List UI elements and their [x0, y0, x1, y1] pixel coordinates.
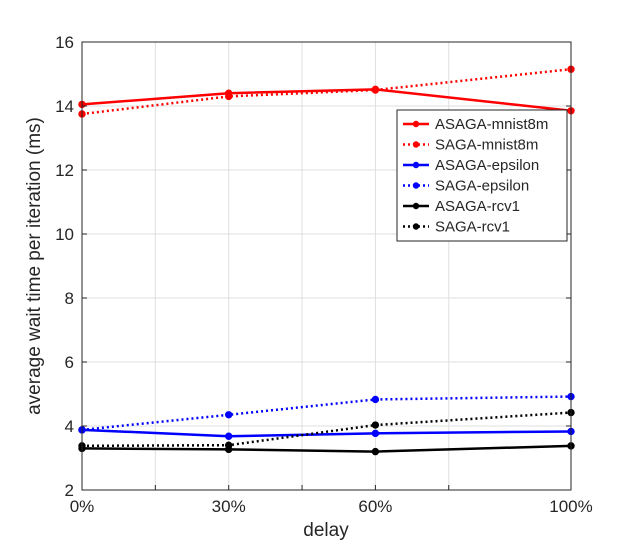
- legend-label-saga-mnist8m: SAGA-mnist8m: [435, 137, 538, 154]
- y-tick-label: 4: [65, 417, 74, 436]
- legend: ASAGA-mnist8m SAGA-mnist8m ASAGA-epsilon SA…: [396, 109, 568, 242]
- x-tick-label: 0%: [70, 497, 95, 516]
- series-line-saga-mnist8m: [81, 67, 572, 116]
- y-tick-label: 12: [55, 161, 74, 180]
- data-point-saga-epsilon: [225, 411, 233, 419]
- legend-label-asaga-mnist8m: ASAGA-mnist8m: [435, 116, 548, 133]
- legend-label-saga-rcv1: SAGA-rcv1: [435, 219, 510, 236]
- plot-frame: [81, 41, 572, 491]
- legend-marker-saga-epsilon: [412, 182, 420, 189]
- series-line-saga-rcv1: [81, 411, 572, 448]
- series-line-saga-epsilon: [81, 395, 572, 432]
- y-tick-label: 14: [55, 97, 74, 116]
- series-line-asaga-rcv1: [81, 444, 572, 453]
- ticks: 2 4 6 8 10 12 14 16 0% 30% 60% 100%: [55, 33, 593, 516]
- legend-label-asaga-rcv1: ASAGA-rcv1: [435, 198, 520, 215]
- legend-marker-saga-rcv1: [412, 223, 420, 230]
- data-point-asaga-epsilon: [225, 432, 233, 440]
- data-point-asaga-epsilon: [371, 429, 380, 438]
- data-point-saga-rcv1: [225, 441, 233, 449]
- series-layer: [78, 65, 575, 456]
- legend-marker-asaga-epsilon: [412, 161, 420, 169]
- legend-box: [396, 109, 568, 242]
- legend-label-saga-epsilon: SAGA-epsilon: [435, 178, 529, 195]
- data-point-saga-mnist8m: [371, 86, 380, 94]
- data-point-saga-rcv1: [371, 421, 380, 429]
- y-tick-label: 2: [65, 481, 74, 500]
- x-tick-label: 60%: [358, 497, 392, 516]
- data-point-saga-mnist8m: [225, 92, 233, 101]
- legend-marker-asaga-mnist8m: [412, 120, 420, 128]
- y-tick-label: 16: [55, 33, 74, 52]
- x-tick-label: 30%: [212, 497, 246, 516]
- x-axis-label: delay: [303, 520, 349, 541]
- series-saga-mnist8m: [78, 65, 575, 118]
- x-tick-label: 100%: [549, 497, 592, 516]
- y-tick-label: 6: [65, 353, 74, 372]
- data-point-saga-epsilon: [371, 395, 380, 404]
- series-line-asaga-mnist8m: [81, 88, 572, 113]
- legend-marker-saga-mnist8m: [412, 141, 420, 148]
- data-point-asaga-rcv1: [371, 447, 380, 456]
- y-tick-label: 8: [65, 289, 74, 308]
- y-axis-label: average wait time per iteration (ms): [24, 117, 45, 415]
- legend-marker-asaga-rcv1: [412, 202, 420, 210]
- legend-label-asaga-epsilon: ASAGA-epsilon: [435, 157, 539, 174]
- y-tick-label: 10: [55, 225, 74, 244]
